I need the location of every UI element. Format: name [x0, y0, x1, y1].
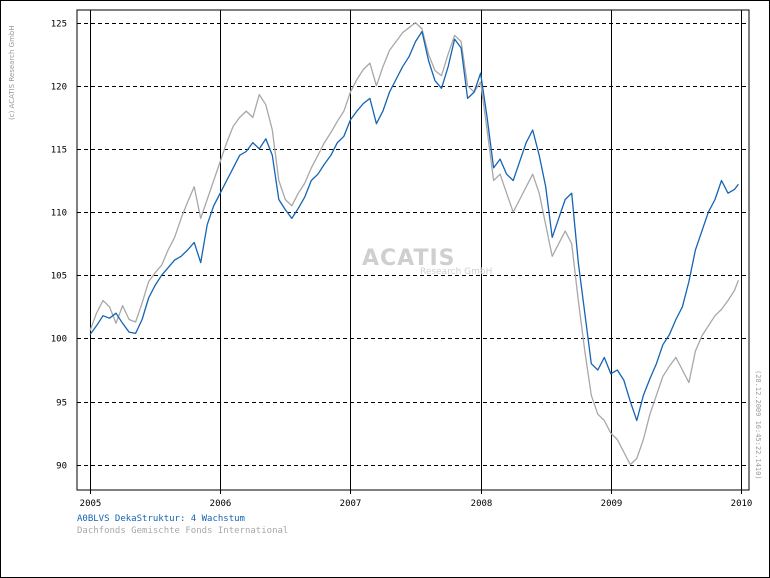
y-tick-label: 95 — [56, 399, 67, 409]
x-axis: 2005 2006 2007 2008 2009 2010 — [80, 490, 753, 509]
x-tick-label: 2005 — [80, 499, 102, 509]
legend-label-1: A0BLVS DekaStruktur: 4 Wachstum — [77, 514, 245, 524]
x-tick-label: 2006 — [210, 499, 232, 509]
series-line-2 — [89, 21, 740, 466]
watermark-subtext: Research GmbH — [420, 267, 493, 277]
x-tick-label: 2008 — [471, 499, 493, 509]
x-tick-label: 2010 — [731, 499, 753, 509]
y-tick-label: 105 — [51, 272, 67, 282]
y-tick-label: 115 — [51, 146, 67, 156]
y-tick-label: 120 — [51, 83, 67, 93]
watermark-logo: ACATIS — [362, 246, 456, 271]
y-axis: 90 95 100 105 110 115 120 125 — [51, 20, 67, 472]
x-tick-label: 2007 — [340, 499, 362, 509]
legend-entry-2: Dachfonds Gemischte Fonds International — [77, 526, 288, 536]
legend-entry-1: A0BLVS DekaStruktur: 4 Wachstum — [77, 514, 245, 524]
y-tick-label: 110 — [51, 209, 67, 219]
timestamp-text: (28.12.2009 16:45:22.1410) — [754, 370, 762, 480]
series-layer — [89, 21, 740, 466]
plot-frame — [76, 9, 750, 491]
legend-label-2: Dachfonds Gemischte Fonds International — [77, 526, 289, 536]
y-tick-label: 90 — [56, 462, 67, 472]
y-tick-label: 125 — [51, 20, 67, 30]
watermark: ACATIS Research GmbH — [362, 246, 492, 277]
y-tick-label: 100 — [51, 335, 67, 345]
series-line-1 — [89, 30, 739, 422]
x-tick-label: 2009 — [601, 499, 623, 509]
copyright-text: (c) ACATIS Research GmbH — [8, 25, 16, 120]
